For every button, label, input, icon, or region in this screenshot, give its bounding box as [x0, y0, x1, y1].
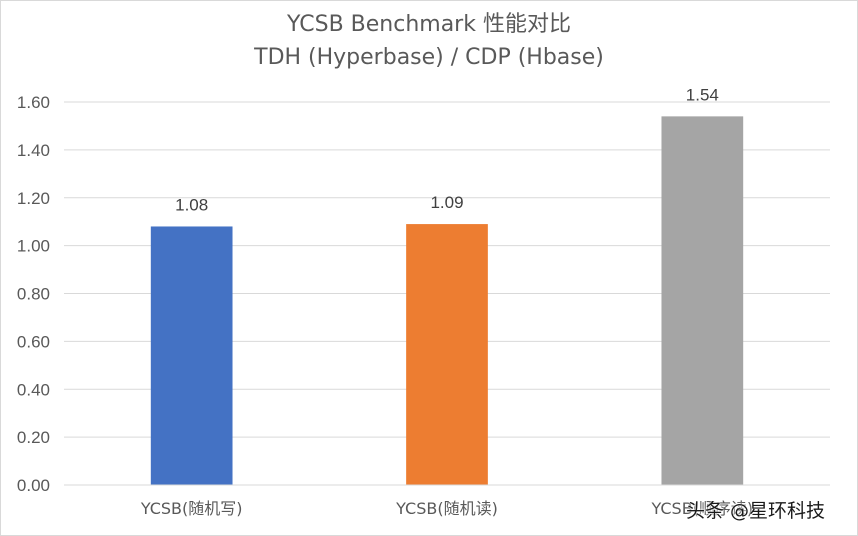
- category-label: YCSB(随机写): [140, 499, 243, 518]
- y-tick-label: 0.60: [17, 332, 50, 351]
- bar: [406, 224, 488, 486]
- y-tick-label: 1.00: [17, 237, 50, 256]
- y-tick-label: 0.40: [17, 380, 50, 399]
- y-tick-label: 0.20: [17, 428, 50, 447]
- bar: [661, 116, 744, 486]
- chart-title: YCSB Benchmark 性能对比: [286, 12, 571, 37]
- y-tick-label: 1.40: [17, 141, 50, 160]
- y-axis-ticks: 0.00 0.20 0.40 0.60 0.80 1.00 1.20 1.40 1.60: [17, 93, 50, 495]
- y-tick-label: 0.80: [17, 285, 50, 304]
- category-label: YCSB(顺序读): [650, 499, 753, 518]
- data-labels: 1.08 1.09 1.54: [175, 85, 719, 214]
- bar-value-label: 1.54: [686, 85, 719, 104]
- bar: [150, 226, 233, 485]
- bars: [150, 116, 744, 486]
- y-tick-label: 0.00: [17, 476, 50, 495]
- y-tick-label: 1.60: [17, 93, 50, 112]
- chart-subtitle: TDH (Hyperbase) / CDP (Hbase): [253, 45, 604, 70]
- x-axis-categories: YCSB(随机写) YCSB(随机读) YCSB(顺序读): [140, 499, 753, 518]
- watermark-text: 头条 @星环科技: [686, 500, 826, 522]
- bar-value-label: 1.08: [175, 195, 208, 214]
- category-label: YCSB(随机读): [395, 499, 498, 518]
- bar-value-label: 1.09: [430, 193, 463, 212]
- y-tick-label: 1.20: [17, 189, 50, 208]
